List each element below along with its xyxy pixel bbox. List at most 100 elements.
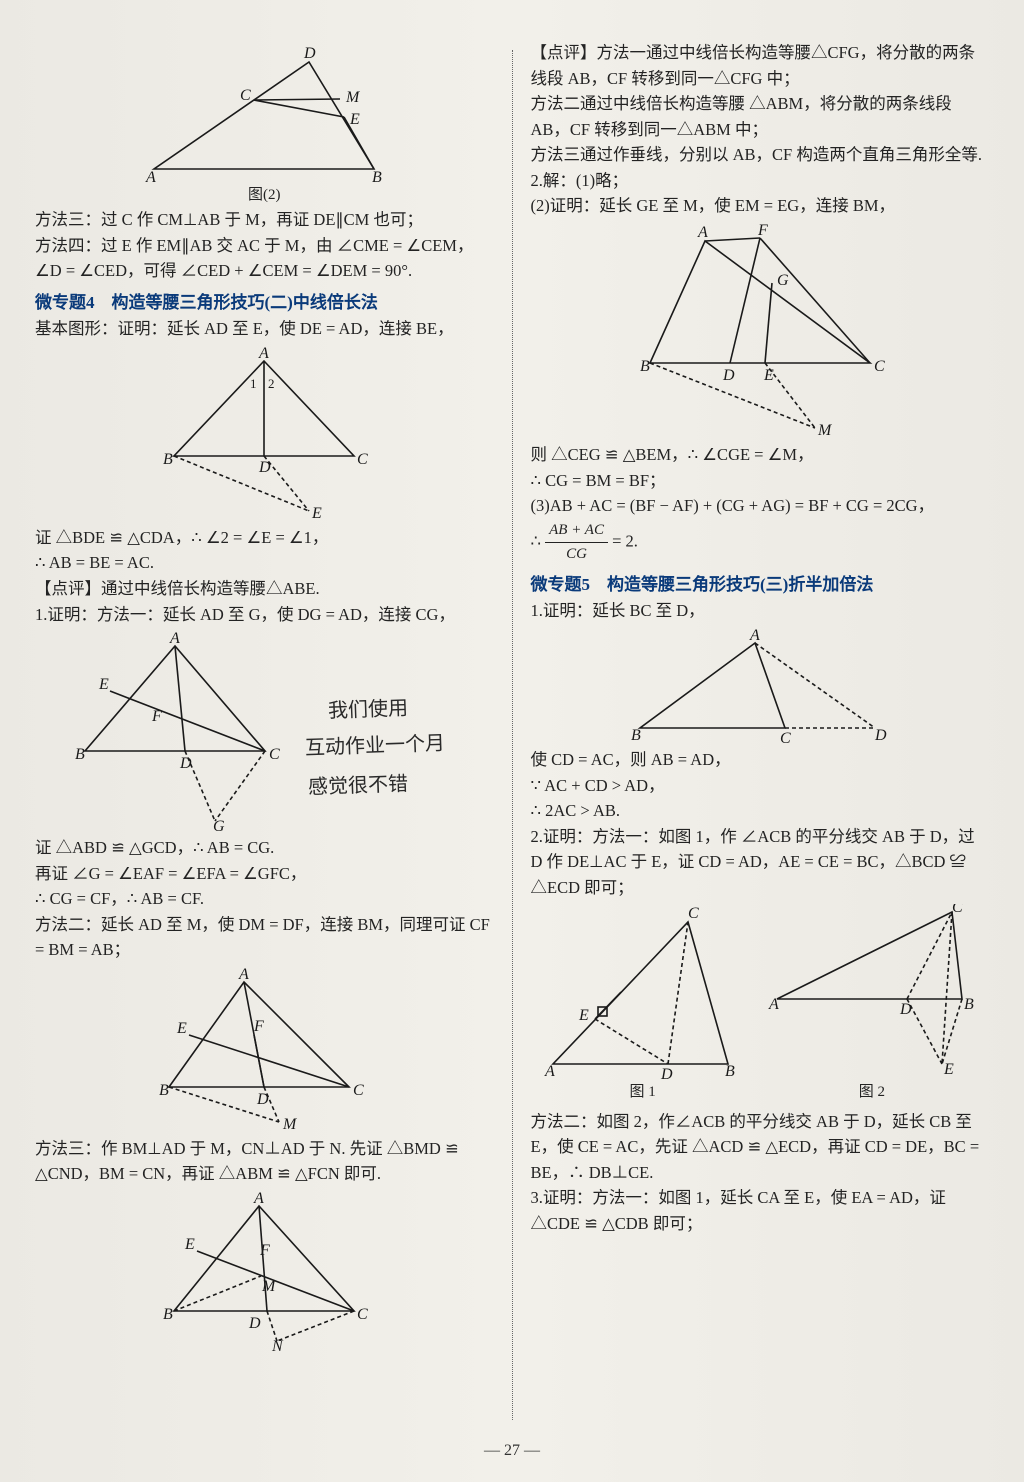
micro-topic-5-title: 微专题5 构造等腰三角形技巧(三)折半加倍法 bbox=[531, 572, 990, 598]
svg-text:A: A bbox=[145, 169, 156, 184]
paragraph: 方法三：作 BM⊥AD 于 M，CN⊥AD 于 N. 先证 △BMD ≌ △CN… bbox=[35, 1136, 494, 1187]
paragraph: 【点评】通过中线倍长构造等腰△ABE. bbox=[35, 576, 494, 602]
svg-text:A: A bbox=[768, 996, 779, 1013]
paragraph: 证 △BDE ≌ △CDA，∴ ∠2 = ∠E = ∠1， bbox=[35, 525, 494, 551]
paragraph: 2.证明：方法一：如图 1，作 ∠ACB 的平分线交 AB 于 D，过 D 作 … bbox=[531, 824, 990, 901]
svg-text:D: D bbox=[899, 1001, 912, 1018]
svg-text:M: M bbox=[345, 89, 361, 106]
svg-text:E: E bbox=[184, 1236, 195, 1253]
svg-text:D: D bbox=[874, 727, 887, 743]
micro-topic-4-title: 微专题4 构造等腰三角形技巧(二)中线倍长法 bbox=[35, 290, 494, 316]
svg-text:C: C bbox=[357, 1306, 368, 1323]
svg-text:C: C bbox=[874, 358, 885, 375]
paragraph: 方法二：如图 2，作∠ACB 的平分线交 AB 于 D，延长 CB 至 E，使 … bbox=[531, 1109, 990, 1186]
svg-text:A: A bbox=[169, 631, 180, 647]
paragraph: 证 △ABD ≌ △GCD，∴ AB = CG. bbox=[35, 835, 494, 861]
svg-text:N: N bbox=[271, 1338, 284, 1351]
figure-method3-mn: A B C D E F M N bbox=[35, 1191, 494, 1351]
svg-text:B: B bbox=[725, 1063, 735, 1079]
paragraph: ∴ 2AC > AB. bbox=[531, 798, 990, 824]
svg-text:B: B bbox=[75, 746, 85, 763]
paragraph: (3)AB + AC = (BF − AF) + (CG + AG) = BF … bbox=[531, 493, 990, 519]
svg-text:B: B bbox=[964, 996, 974, 1013]
svg-text:C: C bbox=[952, 904, 963, 916]
svg-text:E: E bbox=[578, 1007, 589, 1024]
paragraph: 方法四：过 E 作 EM∥AB 交 AC 于 M，由 ∠CME = ∠CEM，∠… bbox=[35, 233, 494, 284]
paragraph: ∴ CG = BM = BF； bbox=[531, 468, 990, 494]
svg-text:D: D bbox=[722, 367, 735, 384]
paragraph: 方法三：过 C 作 CM⊥AB 于 M，再证 DE∥CM 也可； bbox=[35, 207, 494, 233]
paragraph: 方法二：延长 AD 至 M，使 DM = DF，连接 BM，同理可证 CF = … bbox=[35, 912, 494, 963]
paragraph: 3.证明：方法一：如图 1，延长 CA 至 E，使 EA = AD，证 △CDE… bbox=[531, 1185, 990, 1236]
paragraph: (2)证明：延长 GE 至 M，使 EM = EG，连接 BM， bbox=[531, 193, 990, 219]
fig1-caption: 图 1 bbox=[543, 1081, 743, 1104]
svg-text:F: F bbox=[757, 223, 768, 239]
paragraph: 2.解：(1)略； bbox=[531, 168, 990, 194]
handwriting-2: 互动作业一个月 bbox=[304, 728, 445, 765]
paragraph: 使 CD = AC，则 AB = AD， bbox=[531, 747, 990, 773]
figure-method2-m: A B C D E F M bbox=[35, 967, 494, 1132]
fraction-line: ∴ AB + ACCG = 2. bbox=[531, 519, 990, 567]
svg-text:E: E bbox=[943, 1061, 954, 1078]
svg-text:A: A bbox=[697, 224, 708, 241]
handwriting-3: 感觉很不错 bbox=[307, 768, 408, 803]
fig2-caption-right: 图 2 bbox=[767, 1081, 977, 1104]
svg-text:F: F bbox=[151, 708, 162, 725]
paragraph: 1.证明：方法一：延长 AD 至 G，使 DG = AD，连接 CG， bbox=[35, 602, 494, 628]
svg-text:C: C bbox=[353, 1082, 364, 1099]
fig2-caption: 图(2) bbox=[35, 184, 494, 207]
svg-text:D: D bbox=[256, 1091, 269, 1108]
svg-text:E: E bbox=[176, 1020, 187, 1037]
paragraph: 方法二通过中线倍长构造等腰 △ABM，将分散的两条线段 AB，CF 转移到同一△… bbox=[531, 91, 990, 142]
svg-text:G: G bbox=[777, 272, 789, 289]
svg-text:F: F bbox=[253, 1018, 264, 1035]
svg-text:D: D bbox=[248, 1315, 261, 1332]
figure-topic5-1: A B C D bbox=[531, 628, 990, 743]
paragraph: ∴ CG = CF，∴ AB = CF. bbox=[35, 886, 494, 912]
svg-text:A: A bbox=[238, 967, 249, 983]
svg-text:E: E bbox=[763, 367, 774, 384]
svg-text:A: A bbox=[544, 1063, 555, 1079]
svg-text:A: A bbox=[258, 346, 269, 362]
frac-den: CG bbox=[545, 543, 608, 566]
paragraph: ∴ AB = BE = AC. bbox=[35, 550, 494, 576]
svg-text:M: M bbox=[282, 1116, 298, 1132]
svg-text:C: C bbox=[688, 905, 699, 922]
frac-suffix: = 2. bbox=[608, 531, 638, 550]
paragraph: 基本图形：证明：延长 AD 至 E，使 DE = AD，连接 BE， bbox=[35, 316, 494, 342]
paragraph: 再证 ∠G = ∠EAF = ∠EFA = ∠GFC， bbox=[35, 861, 494, 887]
svg-text:2: 2 bbox=[268, 376, 275, 391]
svg-text:M: M bbox=[817, 422, 833, 438]
right-column: 【点评】方法一通过中线倍长构造等腰△CFG，将分散的两条线段 AB，CF 转移到… bbox=[513, 40, 990, 1430]
svg-text:1: 1 bbox=[250, 376, 257, 391]
svg-text:C: C bbox=[357, 451, 368, 468]
paragraph: 方法三通过作垂线，分别以 AB，CF 构造两个直角三角形全等. bbox=[531, 142, 990, 168]
paragraph: 则 △CEG ≌ △BEM，∴ ∠CGE = ∠M， bbox=[531, 442, 990, 468]
paragraph: 1.证明：延长 BC 至 D， bbox=[531, 598, 990, 624]
svg-text:B: B bbox=[159, 1082, 169, 1099]
svg-text:B: B bbox=[163, 451, 173, 468]
svg-text:C: C bbox=[269, 746, 280, 763]
frac-prefix: ∴ bbox=[531, 531, 546, 550]
svg-text:A: A bbox=[253, 1191, 264, 1207]
figure-2: A B D C M E bbox=[35, 44, 494, 184]
svg-text:C: C bbox=[780, 730, 791, 743]
svg-text:B: B bbox=[640, 358, 650, 375]
figure-problem2: A F G B C D E M bbox=[531, 223, 990, 438]
svg-text:E: E bbox=[349, 111, 360, 128]
svg-text:D: D bbox=[179, 755, 192, 772]
svg-text:E: E bbox=[311, 505, 322, 521]
svg-text:F: F bbox=[259, 1242, 270, 1259]
handwriting-1: 我们使用 bbox=[327, 693, 408, 728]
svg-text:G: G bbox=[213, 818, 225, 831]
svg-text:C: C bbox=[240, 87, 251, 104]
svg-text:M: M bbox=[261, 1278, 277, 1295]
paragraph: 【点评】方法一通过中线倍长构造等腰△CFG，将分散的两条线段 AB，CF 转移到… bbox=[531, 40, 990, 91]
frac-num: AB + AC bbox=[545, 519, 608, 543]
svg-text:B: B bbox=[631, 727, 641, 743]
left-column: A B D C M E 图(2) 方法三：过 C 作 CM⊥AB 于 M，再证 … bbox=[35, 40, 512, 1430]
svg-text:D: D bbox=[258, 459, 271, 476]
svg-text:B: B bbox=[372, 169, 382, 184]
svg-text:D: D bbox=[660, 1066, 673, 1079]
paragraph: ∵ AC + CD > AD， bbox=[531, 773, 990, 799]
